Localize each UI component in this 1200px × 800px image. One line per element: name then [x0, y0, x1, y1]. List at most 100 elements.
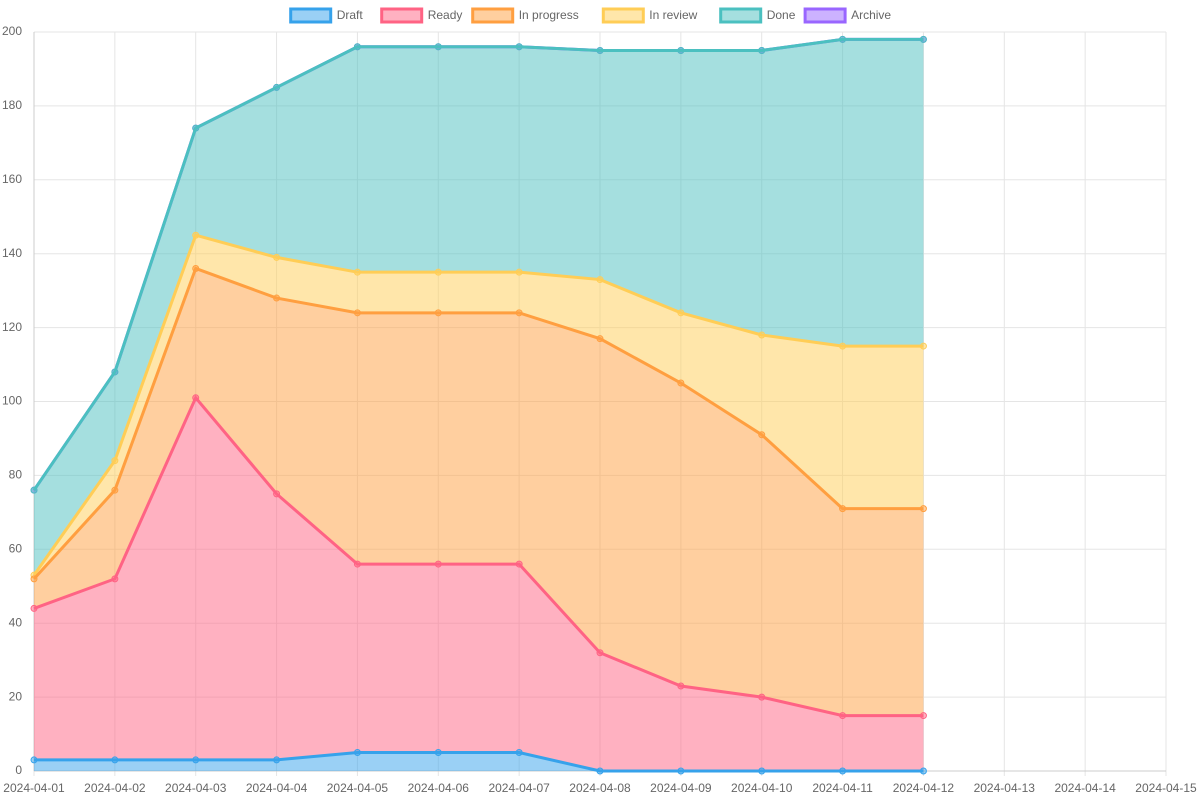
legend-swatch [380, 7, 424, 24]
point [677, 379, 685, 387]
point [919, 505, 927, 513]
point [111, 575, 119, 583]
point [839, 767, 847, 775]
legend-item: Archive [803, 7, 891, 24]
point [353, 560, 361, 568]
point [758, 431, 766, 439]
point [434, 560, 442, 568]
x-tick-label: 2024-04-12 [893, 781, 955, 795]
point [434, 309, 442, 317]
legend-swatch [719, 7, 763, 24]
point [30, 486, 38, 494]
point [30, 575, 38, 583]
areas [34, 39, 924, 771]
point [515, 43, 523, 51]
legend-label: Ready [428, 8, 463, 22]
x-tick-label: 2024-04-15 [1135, 781, 1197, 795]
area [34, 397, 924, 771]
y-tick-label: 100 [2, 394, 22, 408]
point [677, 309, 685, 317]
y-tick-label: 40 [9, 615, 23, 629]
legend-label: In progress [519, 8, 579, 22]
point [515, 560, 523, 568]
point [273, 253, 281, 261]
line [32, 233, 924, 577]
x-tick-label: 2024-04-02 [84, 781, 146, 795]
y-tick-label: 0 [15, 763, 22, 777]
y-tick-label: 20 [9, 689, 23, 703]
legend-item: Draft [289, 7, 363, 24]
lines [30, 35, 927, 775]
legend-label: Archive [851, 8, 891, 22]
point [919, 35, 927, 43]
point [677, 767, 685, 775]
line [33, 395, 924, 718]
point [192, 124, 200, 132]
point [515, 268, 523, 276]
y-tick-label: 80 [9, 468, 23, 482]
point [192, 394, 200, 402]
legend-label: In review [649, 8, 697, 22]
y-tick-label: 140 [2, 246, 22, 260]
point [839, 35, 847, 43]
area [34, 752, 924, 771]
point [192, 231, 200, 239]
x-tick-label: 2024-04-04 [246, 781, 308, 795]
legend-label: Done [767, 8, 796, 22]
y-tick-label: 120 [2, 320, 22, 334]
point [919, 767, 927, 775]
legend: Draft Ready In progress In review Done Archiv… [289, 7, 891, 24]
point [677, 682, 685, 690]
point [758, 46, 766, 54]
point [353, 268, 361, 276]
y-tick-label: 160 [2, 172, 22, 186]
point [111, 457, 119, 465]
line [34, 751, 924, 773]
x-tick-label: 2024-04-03 [165, 781, 227, 795]
point [758, 767, 766, 775]
point [839, 712, 847, 720]
point [30, 604, 38, 612]
line [32, 37, 924, 492]
point [596, 649, 604, 657]
x-tick-label: 2024-04-14 [1054, 781, 1116, 795]
point [758, 331, 766, 339]
point [919, 712, 927, 720]
x-tick-label: 2024-04-08 [569, 781, 631, 795]
point [515, 309, 523, 317]
point [353, 749, 361, 757]
line [32, 266, 924, 580]
legend-swatch [289, 7, 333, 24]
y-tick-label: 200 [2, 24, 22, 38]
point [111, 756, 119, 764]
point [353, 43, 361, 51]
x-tick-label: 2024-04-09 [650, 781, 712, 795]
legend-item: In progress [471, 7, 579, 24]
point [353, 309, 361, 317]
x-tick-label: 2024-04-11 [812, 781, 873, 795]
legend-item: Done [719, 7, 796, 24]
area [34, 268, 924, 716]
area [34, 39, 924, 576]
point [839, 342, 847, 350]
area [34, 235, 924, 579]
x-tick-label: 2024-04-10 [731, 781, 793, 795]
x-tick-label: 2024-04-06 [408, 781, 470, 795]
point [758, 693, 766, 701]
point [273, 294, 281, 302]
point [111, 368, 119, 376]
legend-item: In review [601, 7, 698, 24]
legend-swatch [471, 7, 515, 24]
point [839, 505, 847, 513]
point [434, 749, 442, 757]
point [515, 749, 523, 757]
point [273, 490, 281, 498]
x-tick-label: 2024-04-13 [974, 781, 1036, 795]
point [596, 276, 604, 284]
point [111, 486, 119, 494]
point [273, 83, 281, 91]
legend-swatch [803, 7, 847, 24]
y-tick-label: 180 [2, 98, 22, 112]
point [596, 46, 604, 54]
